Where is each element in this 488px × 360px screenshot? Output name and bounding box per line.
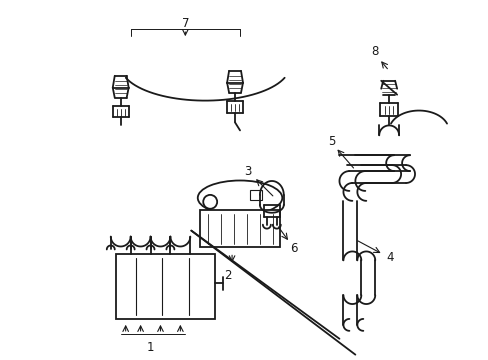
Ellipse shape <box>197 180 282 215</box>
Circle shape <box>203 195 217 209</box>
Text: 4: 4 <box>386 251 393 264</box>
Text: 7: 7 <box>181 17 189 30</box>
Text: 8: 8 <box>371 45 378 58</box>
Bar <box>249 190 262 200</box>
Text: 6: 6 <box>289 242 297 255</box>
Text: 2: 2 <box>224 269 231 282</box>
Text: 5: 5 <box>327 135 334 148</box>
Bar <box>200 210 279 247</box>
Text: 1: 1 <box>146 341 154 354</box>
Text: 3: 3 <box>244 165 251 177</box>
Bar <box>116 255 215 319</box>
